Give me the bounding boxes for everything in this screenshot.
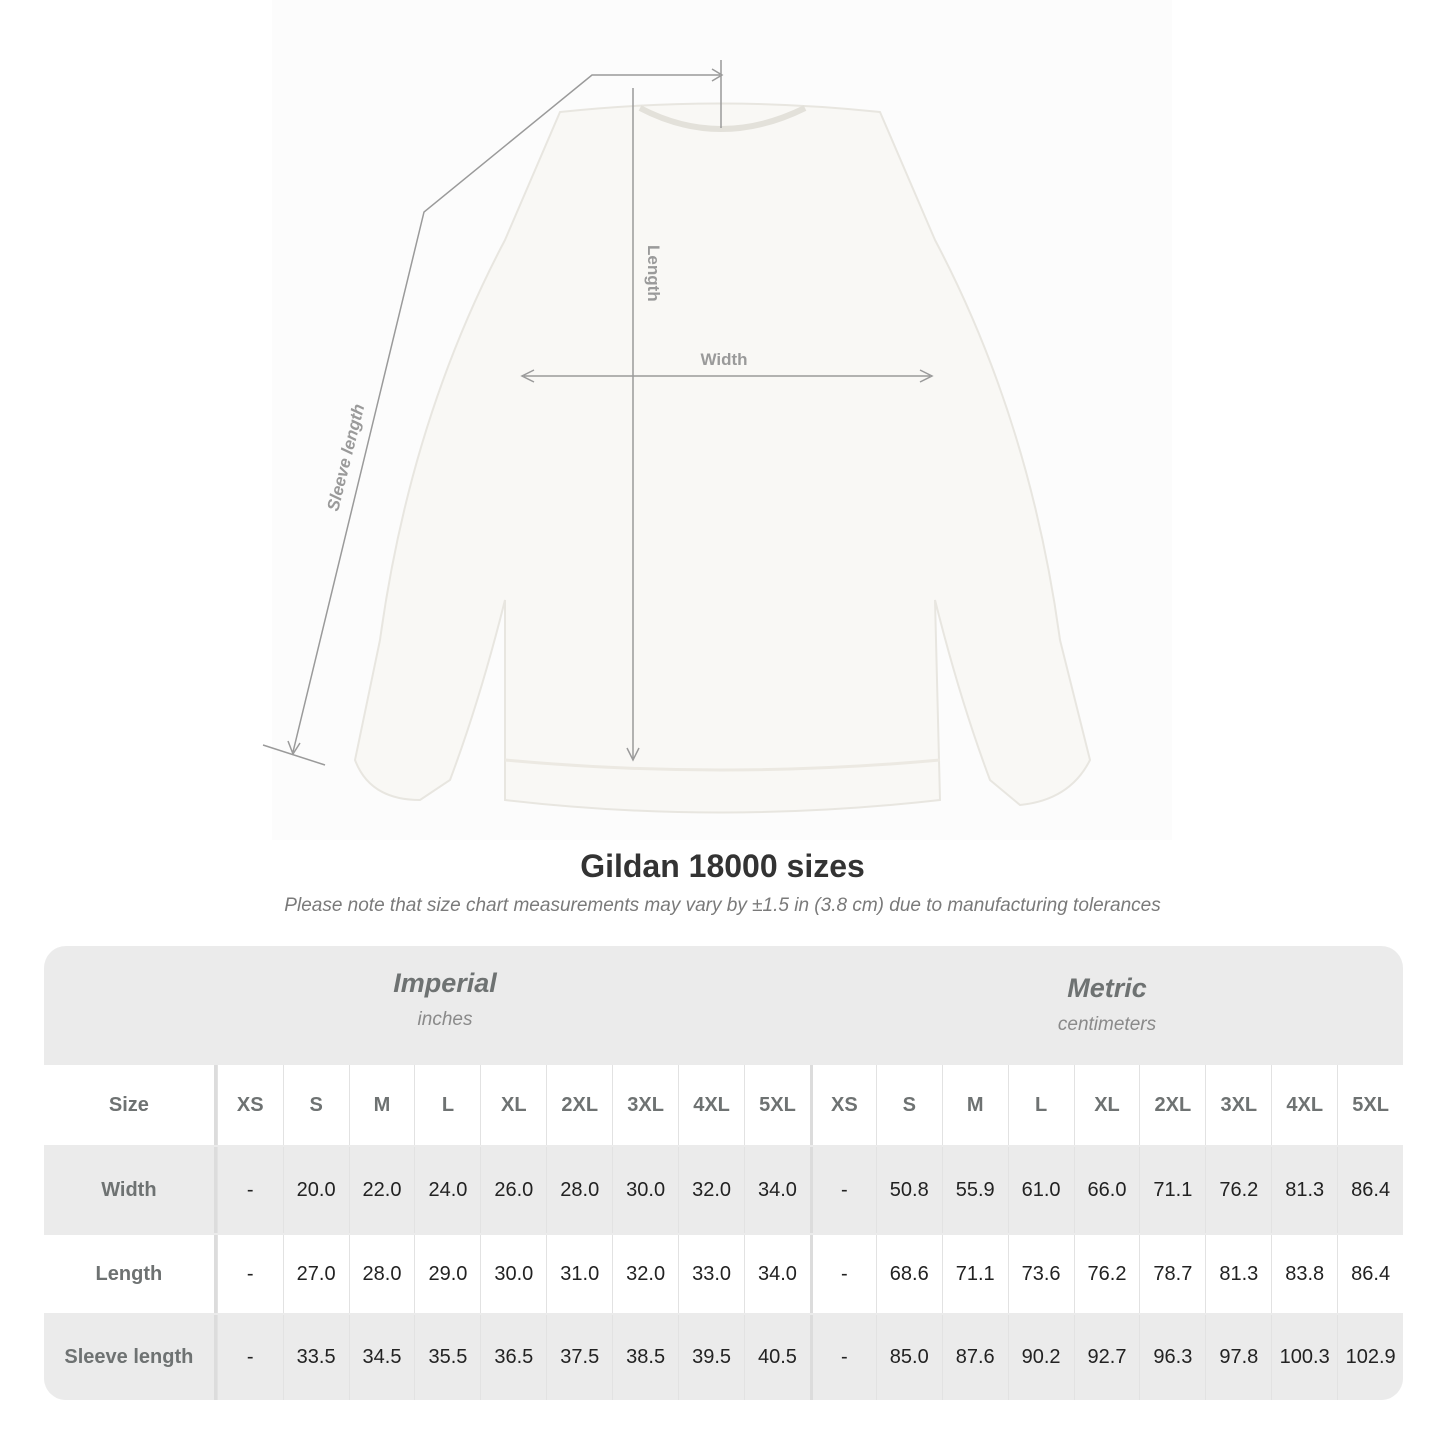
- metric-title: Metric: [1067, 973, 1147, 1003]
- imperial-value-cell: 22.0: [348, 1147, 415, 1233]
- metric-value-cell: 100.3: [1271, 1315, 1337, 1400]
- imperial-value-cell: -: [216, 1235, 283, 1313]
- imperial-value-cell: 34.0: [744, 1147, 810, 1233]
- imperial-value-cell: 20.0: [282, 1147, 349, 1233]
- imperial-value-cell: 32.0: [678, 1147, 744, 1233]
- imperial-value-cell: 27.0: [282, 1235, 349, 1313]
- metric-value-cell: 90.2: [1007, 1315, 1074, 1400]
- row-label: Length: [44, 1235, 217, 1313]
- row-label: Size: [44, 1065, 217, 1145]
- size-header-imperial: M: [348, 1065, 415, 1145]
- metric-value-cell: 71.1: [1139, 1147, 1205, 1233]
- metric-value-cell: 66.0: [1073, 1147, 1140, 1233]
- width-label: Width: [700, 350, 747, 369]
- imperial-value-cell: 30.0: [480, 1235, 546, 1313]
- metric-value-cell: 50.8: [875, 1147, 942, 1233]
- sweatshirt-illustration: Length Width Sleeve length: [262, 60, 1092, 814]
- metric-value-cell: -: [809, 1147, 876, 1233]
- imperial-unit: inches: [417, 1009, 473, 1030]
- table-row: Width -20.0 22.0 24.0 26.0 28.0 30.0 32.0 34.0-5…: [44, 1147, 1403, 1233]
- size-header-metric: L: [1007, 1065, 1074, 1145]
- imperial-value-cell: 28.0: [348, 1235, 415, 1313]
- size-header-row: Size XS S M L XL 2XL 3XL 4XL 5XL XS S M L XL 2XL 3XL 4XL 5…: [44, 1065, 1403, 1145]
- imperial-value-cell: 31.0: [546, 1235, 612, 1313]
- size-header-metric: 3XL: [1205, 1065, 1271, 1145]
- metric-header: Metric centimeters: [810, 973, 1403, 1036]
- imperial-value-cell: -: [216, 1315, 283, 1400]
- length-label: Length: [644, 245, 663, 302]
- metric-value-cell: -: [809, 1235, 876, 1313]
- row-label: Sleeve length: [44, 1315, 217, 1400]
- size-header-imperial: 5XL: [744, 1065, 810, 1145]
- imperial-value-cell: 33.0: [678, 1235, 744, 1313]
- size-header-metric: XS: [809, 1065, 876, 1145]
- metric-value-cell: 97.8: [1205, 1315, 1271, 1400]
- imperial-value-cell: 39.5: [678, 1315, 744, 1400]
- metric-value-cell: 83.8: [1271, 1235, 1337, 1313]
- metric-value-cell: 55.9: [941, 1147, 1008, 1233]
- metric-value-cell: 86.4: [1337, 1235, 1403, 1313]
- tolerance-note: Please note that size chart measurements…: [284, 895, 1161, 916]
- imperial-value-cell: 32.0: [612, 1235, 678, 1313]
- size-header-metric: M: [941, 1065, 1008, 1145]
- size-header-imperial: 2XL: [546, 1065, 612, 1145]
- imperial-value-cell: -: [216, 1147, 283, 1233]
- imperial-value-cell: 28.0: [546, 1147, 612, 1233]
- metric-value-cell: 76.2: [1205, 1147, 1271, 1233]
- metric-value-cell: 78.7: [1139, 1235, 1205, 1313]
- size-table: Imperial inches Metric centimeters Size X…: [44, 946, 1403, 1400]
- size-header-imperial: L: [414, 1065, 480, 1145]
- metric-value-cell: 85.0: [875, 1315, 942, 1400]
- metric-value-cell: 76.2: [1073, 1235, 1140, 1313]
- metric-value-cell: 68.6: [875, 1235, 942, 1313]
- size-header-imperial: S: [282, 1065, 349, 1145]
- table-header: Imperial inches Metric centimeters: [44, 946, 1403, 1064]
- imperial-value-cell: 29.0: [414, 1235, 480, 1313]
- size-header-metric: 2XL: [1139, 1065, 1205, 1145]
- size-header-imperial: 3XL: [612, 1065, 678, 1145]
- size-header-imperial: XL: [480, 1065, 546, 1145]
- metric-value-cell: 102.9: [1337, 1315, 1403, 1400]
- sweatshirt: [353, 102, 1092, 814]
- size-header-metric: S: [875, 1065, 942, 1145]
- imperial-value-cell: 40.5: [744, 1315, 810, 1400]
- imperial-value-cell: 38.5: [612, 1315, 678, 1400]
- imperial-title: Imperial: [393, 968, 497, 998]
- imperial-value-cell: 33.5: [282, 1315, 349, 1400]
- row-label: Width: [44, 1147, 217, 1233]
- imperial-header: Imperial inches: [217, 968, 673, 1031]
- imperial-value-cell: 37.5: [546, 1315, 612, 1400]
- metric-unit: centimeters: [1057, 1014, 1157, 1035]
- imperial-value-cell: 35.5: [414, 1315, 480, 1400]
- size-header-metric: XL: [1073, 1065, 1140, 1145]
- metric-value-cell: -: [809, 1315, 876, 1400]
- metric-value-cell: 87.6: [941, 1315, 1008, 1400]
- metric-value-cell: 92.7: [1073, 1315, 1140, 1400]
- size-header-imperial: XS: [216, 1065, 283, 1145]
- size-header-imperial: 4XL: [678, 1065, 744, 1145]
- table-row: Sleeve length -33.5 34.5 35.5 36.5 37.5 38.5 39…: [44, 1315, 1403, 1400]
- length-arrow: [626, 747, 640, 762]
- metric-value-cell: 61.0: [1007, 1147, 1074, 1233]
- metric-value-cell: 73.6: [1007, 1235, 1074, 1313]
- width-arrows: [520, 369, 934, 383]
- imperial-value-cell: 34.5: [348, 1315, 415, 1400]
- sleeve-line: [292, 74, 720, 753]
- imperial-value-cell: 34.0: [744, 1235, 810, 1313]
- metric-value-cell: 81.3: [1271, 1147, 1337, 1233]
- metric-value-cell: 96.3: [1139, 1315, 1205, 1400]
- imperial-value-cell: 30.0: [612, 1147, 678, 1233]
- size-header-metric: 4XL: [1271, 1065, 1337, 1145]
- metric-value-cell: 86.4: [1337, 1147, 1403, 1233]
- imperial-value-cell: 36.5: [480, 1315, 546, 1400]
- page-title: Gildan 18000 sizes: [580, 848, 865, 884]
- table-row: Length -27.0 28.0 29.0 30.0 31.0 32.0 33.0 34.0-…: [44, 1235, 1403, 1313]
- metric-value-cell: 71.1: [941, 1235, 1008, 1313]
- size-header-metric: 5XL: [1337, 1065, 1403, 1145]
- imperial-value-cell: 26.0: [480, 1147, 546, 1233]
- imperial-value-cell: 24.0: [414, 1147, 480, 1233]
- measurement-lines: [262, 60, 934, 766]
- metric-value-cell: 81.3: [1205, 1235, 1271, 1313]
